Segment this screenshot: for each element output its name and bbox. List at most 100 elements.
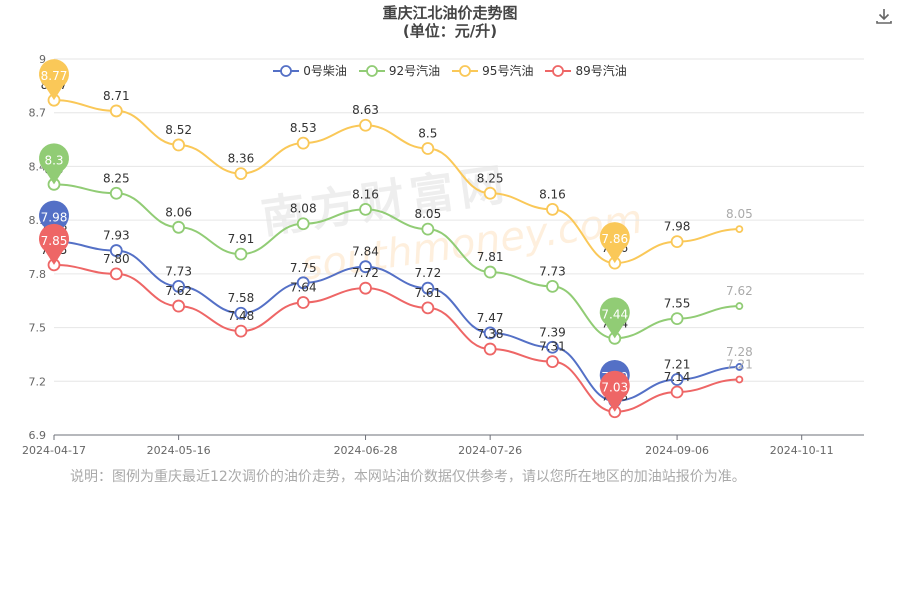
data-point [483,342,497,356]
data-point [735,302,744,310]
data-point [670,312,684,326]
max-pin-label: 7.85 [41,234,68,248]
data-point [172,299,186,313]
data-point [359,118,372,132]
data-label: 7.72 [352,266,379,280]
y-tick-label: 8.7 [29,107,47,120]
data-point [735,363,744,371]
legend-marker [452,64,479,77]
data-point [421,301,435,315]
chart-note: 说明：图例为重庆最近12次调价的油价走势，本网站油价数据仅供参考，请以您所在地区… [70,469,746,485]
data-point [234,306,248,320]
data-label: 7.21 [726,357,753,371]
data-label: 7.21 [664,357,691,371]
series-line [53,263,740,413]
data-label: 8.06 [165,205,192,219]
data-label: 8.63 [352,103,379,117]
data-label: 7.48 [228,309,255,323]
series-line [53,99,740,265]
data-label: 7.62 [165,284,192,298]
data-label: 7.84 [352,245,379,259]
max-pin-shape [39,59,70,101]
legend-label: 0号柴油 [303,64,347,78]
data-label: 7.47 [477,311,504,325]
data-point [296,296,310,309]
data-label: 8.25 [477,171,504,185]
data-point [172,138,186,152]
title-line2: (单位：元/升) [402,22,498,40]
data-label: 8.25 [103,171,130,185]
legend-item[interactable]: 0号柴油 [273,62,347,79]
series-line [53,183,740,340]
data-label: 7.28 [726,345,753,359]
data-label: 8.71 [103,89,130,103]
data-point [546,355,559,368]
legend-item[interactable]: 89号汽油 [545,62,627,79]
data-label: 7.58 [228,291,255,305]
legend: 0号柴油 92号汽油 95号汽油 89号汽油 [0,62,900,81]
legend-marker [545,64,572,77]
max-pin-label: 8.3 [44,153,63,167]
x-tick-label: 2024-07-26 [458,444,522,457]
data-label: 7.38 [477,327,504,341]
data-point [421,281,435,295]
data-label: 7.98 [664,220,691,234]
data-point [359,202,372,216]
data-point [546,202,559,216]
data-label: 7.55 [664,297,691,311]
x-tick-label: 2024-04-17 [22,444,86,457]
min-pin-shape [599,222,630,264]
min-pin-shape [599,370,630,412]
data-label: 8.5 [418,127,437,141]
data-point [421,142,435,155]
min-pin-label: 7.44 [601,307,628,321]
series-line [53,240,740,402]
legend-label: 92号汽油 [388,64,441,78]
data-label: 7.31 [539,340,566,354]
max-pin-label: 7.98 [41,211,68,225]
chart-title: 重庆江北油价走势图 (单位：元/升) [0,4,900,40]
legend-item[interactable]: 95号汽油 [452,62,533,79]
data-point [483,326,497,340]
data-point [109,186,123,200]
max-pin-shape [39,143,70,185]
data-label: 7.61 [414,286,441,300]
y-tick-label: 7.5 [29,322,47,335]
data-point [359,281,372,295]
data-point [546,279,559,293]
data-point [359,260,372,274]
data-point [234,324,248,338]
data-point [234,247,248,261]
data-label: 7.14 [664,370,691,384]
x-tick-label: 2024-06-28 [334,444,398,457]
data-label: 7.64 [290,281,317,295]
data-point [483,265,497,279]
data-label: 7.81 [477,250,504,264]
legend-marker [358,64,385,77]
data-label: 7.80 [103,252,130,266]
data-point [421,222,435,236]
legend-label: 89号汽油 [575,64,627,78]
y-tick-label: 6.9 [29,429,47,442]
data-point [109,267,123,281]
data-label: 8.53 [290,121,317,135]
data-point [670,373,684,386]
max-pin-shape [39,200,70,242]
min-pin: 7.03 [599,370,630,412]
data-point [234,167,248,180]
legend-marker [273,64,300,77]
legend-item[interactable]: 92号汽油 [358,62,441,79]
max-pin: 7.85 [39,223,70,265]
data-point [172,220,186,234]
y-tick-label: 9 [39,53,46,66]
download-icon[interactable] [874,6,894,26]
min-pin: 7.86 [599,222,630,264]
y-tick-label: 7.8 [29,268,47,281]
data-point [546,340,559,354]
data-label: 7.62 [726,284,753,298]
data-label: 7.39 [539,325,566,339]
data-label: 7.91 [228,232,255,246]
data-point [735,375,744,384]
data-point [735,225,744,233]
